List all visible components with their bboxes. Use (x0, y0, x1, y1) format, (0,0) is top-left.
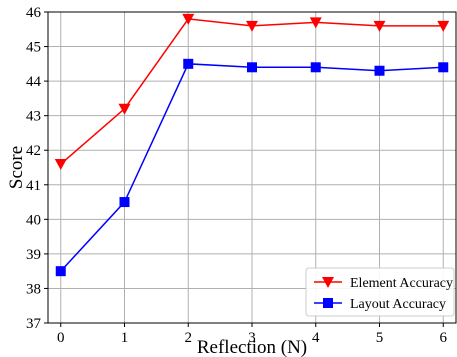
y-tick-label: 42 (26, 143, 41, 159)
data-point (310, 62, 321, 73)
data-point (119, 197, 130, 208)
y-tick-label: 39 (26, 247, 41, 263)
data-point (182, 13, 195, 25)
data-point (55, 266, 66, 277)
legend-box (305, 267, 455, 317)
series-2 (55, 58, 449, 277)
x-tick-label: 2 (185, 330, 193, 346)
data-point (54, 159, 67, 171)
legend-marker (322, 277, 334, 288)
x-tick-label: 4 (312, 330, 320, 346)
data-point (374, 65, 385, 76)
series-layer (54, 13, 450, 277)
data-point (437, 20, 450, 32)
x-tick-label: 5 (376, 330, 384, 346)
y-axis-title: Score (6, 146, 27, 189)
data-point (118, 103, 131, 115)
y-tick-label: 43 (26, 109, 41, 125)
x-tick-label: 1 (121, 330, 129, 346)
data-point (183, 58, 194, 69)
legend-marker (323, 298, 333, 308)
legend-label: Element Accuracy (350, 276, 453, 291)
data-point (247, 62, 257, 73)
y-tick-label: 37 (26, 316, 42, 332)
y-tick-label: 46 (26, 5, 42, 21)
series-1 (54, 13, 450, 171)
y-tick-label: 41 (26, 178, 41, 194)
x-tick-label: 3 (248, 330, 256, 346)
x-tick-label: 0 (57, 330, 65, 346)
data-point (309, 17, 322, 29)
y-tick-label: 44 (26, 74, 42, 90)
x-tick-label: 6 (440, 330, 448, 346)
legend-item: Layout Accuracy (314, 297, 446, 312)
y-tick-label: 45 (26, 40, 41, 56)
y-tick-label: 40 (26, 212, 41, 228)
x-axis-title: Reflection (N) (197, 337, 307, 357)
data-point (373, 20, 386, 32)
legend-item: Element Accuracy (314, 276, 453, 291)
data-point (438, 62, 449, 73)
y-tick-label: 38 (26, 281, 41, 297)
legend: Element Accuracy Layout Accuracy (305, 267, 455, 317)
data-point (246, 20, 258, 32)
legend-label: Layout Accuracy (350, 297, 446, 312)
